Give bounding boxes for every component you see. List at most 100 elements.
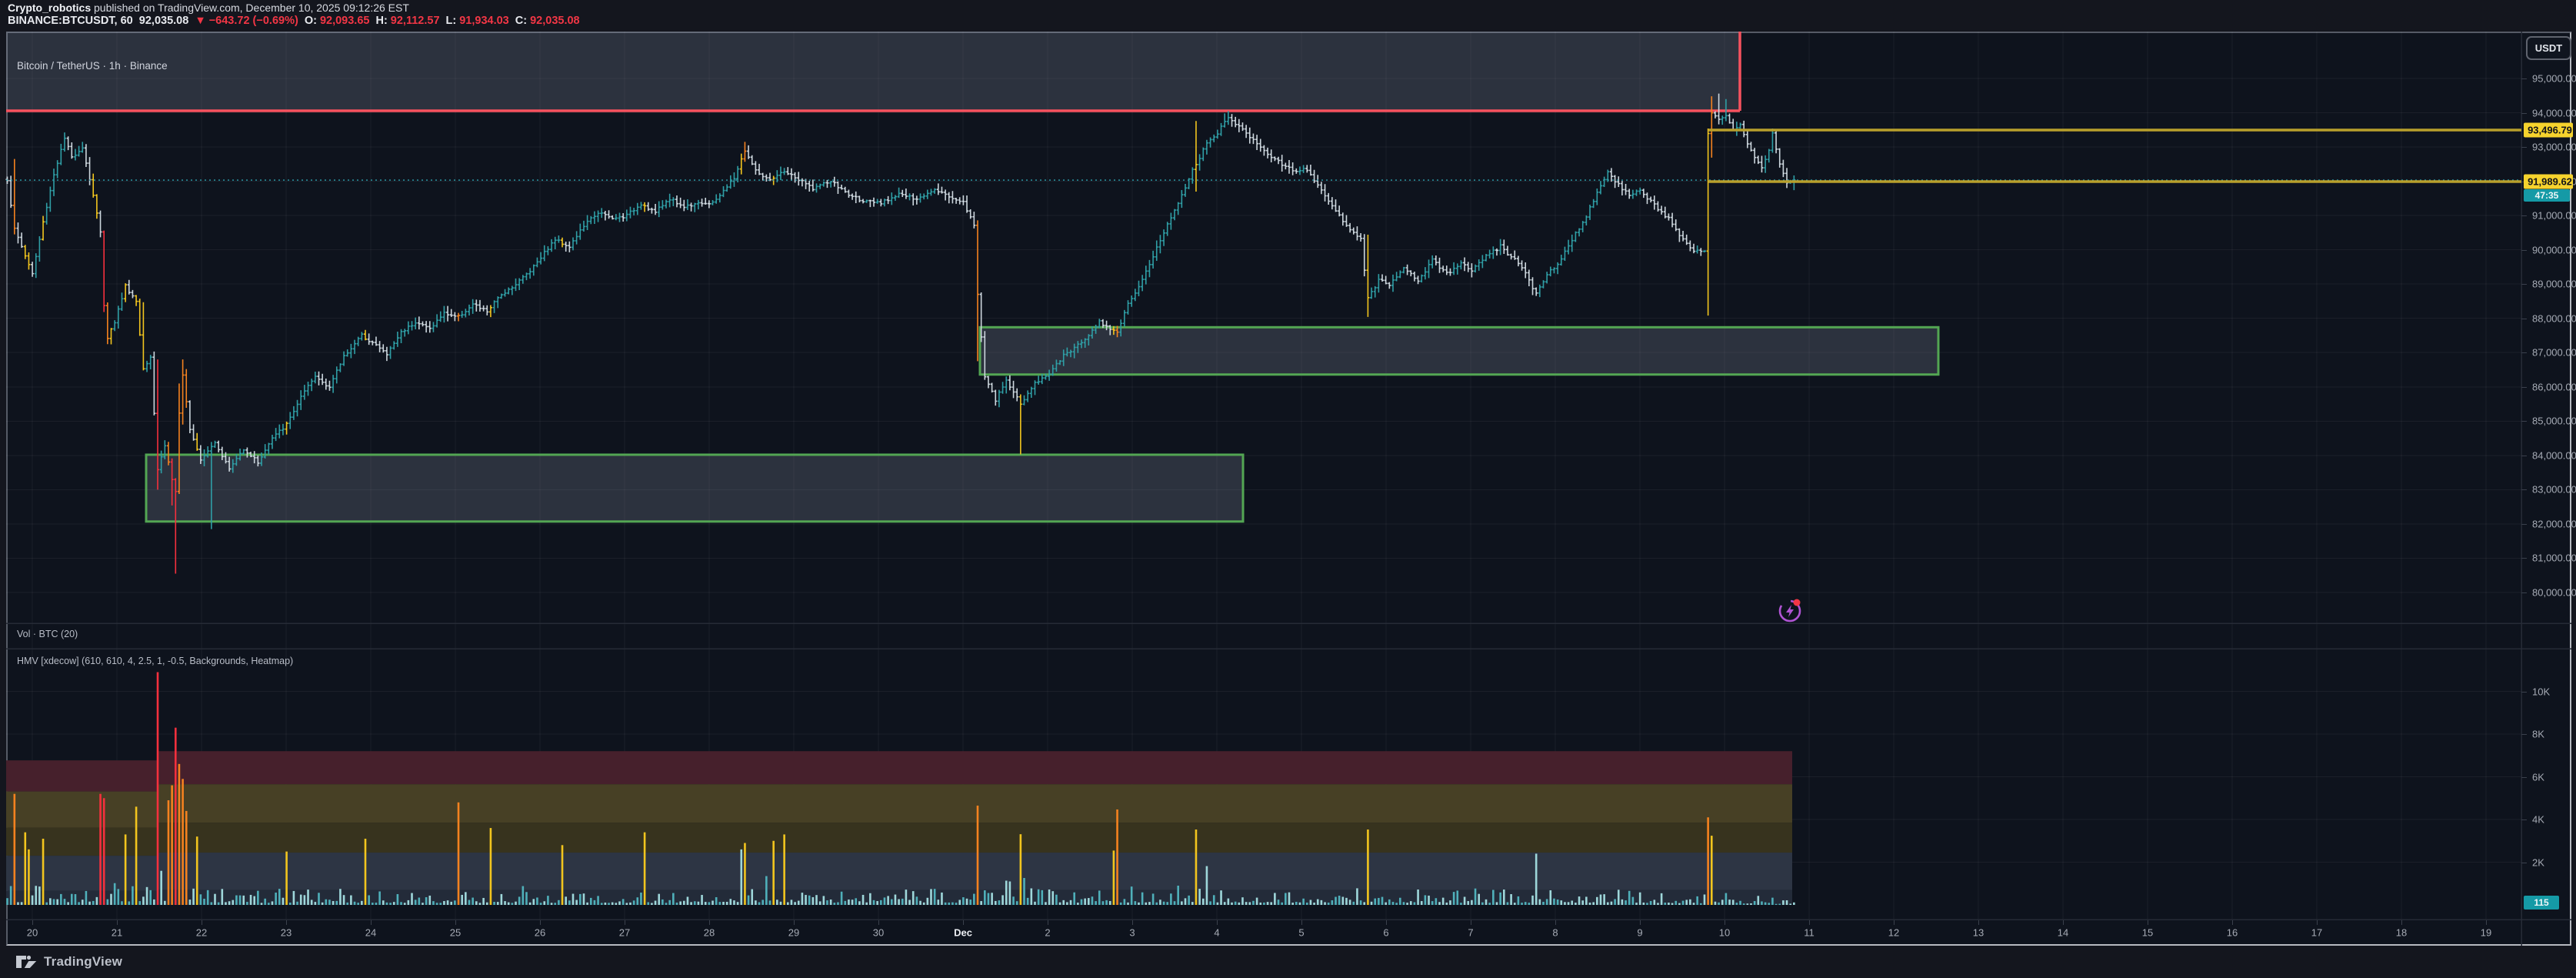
last-price: 92,035.08 bbox=[138, 15, 189, 27]
price-tick-mark bbox=[2521, 421, 2527, 422]
price-tick-label: 80,000.00 bbox=[2532, 586, 2576, 599]
hmv-last-value-label: 115 bbox=[2524, 895, 2559, 910]
time-tick-label: 21 bbox=[111, 926, 123, 939]
high-value: 92,112.57 bbox=[390, 15, 440, 27]
price-tick-label: 86,000.00 bbox=[2532, 381, 2576, 393]
price-tick-mark bbox=[2521, 112, 2527, 114]
low-value: 91,934.03 bbox=[459, 15, 509, 27]
time-tick-mark bbox=[1809, 920, 1810, 925]
flash-alert-icon[interactable] bbox=[1778, 599, 1801, 623]
time-tick-mark bbox=[1555, 920, 1556, 925]
time-tick-label: 13 bbox=[1972, 926, 1984, 939]
time-tick-mark bbox=[1386, 920, 1387, 925]
currency-toggle-button[interactable]: USDT bbox=[2526, 36, 2571, 60]
time-tick-label: 16 bbox=[2226, 926, 2238, 939]
time-tick-mark bbox=[117, 920, 118, 925]
hmv-tick-mark bbox=[2521, 819, 2527, 820]
time-tick-label: 29 bbox=[788, 926, 800, 939]
time-tick-label: 26 bbox=[534, 926, 546, 939]
author-name: Crypto_robotics bbox=[8, 2, 92, 14]
price-tick-mark bbox=[2521, 78, 2527, 79]
time-tick-label: 7 bbox=[1468, 926, 1474, 939]
time-tick-mark bbox=[709, 920, 710, 925]
level-lines bbox=[6, 129, 2521, 183]
low-label: L: bbox=[445, 15, 457, 27]
pane-separators bbox=[6, 32, 2571, 946]
tradingview-logo-icon[interactable] bbox=[15, 954, 38, 970]
time-tick-mark bbox=[455, 920, 456, 925]
price-level-label-1: 93,496.79 bbox=[2524, 122, 2573, 138]
price-tick-label: 88,000.00 bbox=[2532, 312, 2576, 325]
green-demand-zone-box-1 bbox=[145, 453, 1245, 523]
hmv-tick-mark bbox=[2521, 776, 2527, 778]
price-tick-label: 93,000.00 bbox=[2532, 141, 2576, 153]
time-tick-mark bbox=[1217, 920, 1218, 925]
symbol-name: BINANCE:BTCUSDT, 60 bbox=[8, 15, 133, 27]
price-tick-label: 87,000.00 bbox=[2532, 346, 2576, 359]
time-tick-label: 5 bbox=[1298, 926, 1305, 939]
time-tick-mark bbox=[286, 920, 287, 925]
hmv-tick-label: 6K bbox=[2532, 771, 2544, 783]
price-tick-label: 85,000.00 bbox=[2532, 415, 2576, 427]
close-label: C: bbox=[515, 15, 528, 27]
time-tick-label: 8 bbox=[1552, 926, 1558, 939]
price-tick-mark bbox=[2521, 352, 2527, 354]
main-series-legend[interactable]: Bitcoin / TetherUS · 1h · Binance bbox=[17, 60, 168, 72]
time-tick-label: 30 bbox=[872, 926, 885, 939]
volume-bars bbox=[6, 672, 1795, 905]
time-tick-label: 19 bbox=[2480, 926, 2492, 939]
price-tick-mark bbox=[2521, 284, 2527, 285]
time-tick-mark bbox=[32, 920, 33, 925]
hmv-tick-label: 10K bbox=[2532, 686, 2551, 697]
publish-info: published on TradingView.com, December 1… bbox=[91, 2, 409, 14]
price-tick-label: 95,000.00 bbox=[2532, 72, 2576, 85]
price-tick-mark bbox=[2521, 249, 2527, 251]
time-tick-label: Dec bbox=[954, 926, 972, 939]
price-tick-label: 89,000.00 bbox=[2532, 278, 2576, 290]
zone-boxes bbox=[6, 32, 1940, 523]
time-tick-mark bbox=[963, 920, 964, 925]
snapshot-header: Crypto_robotics published on TradingView… bbox=[8, 2, 583, 28]
time-tick-label: 27 bbox=[618, 926, 631, 939]
high-label: H: bbox=[375, 15, 388, 27]
time-tick-label: 22 bbox=[195, 926, 208, 939]
time-tick-mark bbox=[2486, 920, 2487, 925]
time-tick-label: 25 bbox=[449, 926, 462, 939]
time-tick-label: 24 bbox=[365, 926, 377, 939]
volume-indicator-legend[interactable]: Vol · BTC (20) bbox=[17, 629, 78, 639]
price-tick-label: 82,000.00 bbox=[2532, 518, 2576, 530]
tradingview-brand-text[interactable]: TradingView bbox=[44, 954, 123, 969]
time-tick-label: 14 bbox=[2057, 926, 2069, 939]
time-tick-label: 2 bbox=[1045, 926, 1051, 939]
red-supply-zone-box bbox=[6, 32, 1741, 112]
bar-countdown-label: 47:35 bbox=[2524, 189, 2570, 202]
time-tick-label: 9 bbox=[1637, 926, 1643, 939]
time-tick-mark bbox=[794, 920, 795, 925]
green-demand-zone-box-2 bbox=[978, 325, 1940, 376]
price-tick-mark bbox=[2521, 147, 2527, 149]
hmv-indicator-legend[interactable]: HMV [xdecow] (610, 610, 4, 2.5, 1, -0.5,… bbox=[17, 656, 294, 666]
price-tick-mark bbox=[2521, 558, 2527, 559]
footer: TradingView bbox=[15, 954, 122, 970]
price-tick-label: 84,000.00 bbox=[2532, 449, 2576, 462]
price-tick-mark bbox=[2521, 592, 2527, 593]
hmv-tick-label: 8K bbox=[2532, 728, 2544, 740]
time-tick-label: 15 bbox=[2141, 926, 2154, 939]
price-tick-mark bbox=[2521, 489, 2527, 491]
time-tick-mark bbox=[540, 920, 541, 925]
time-tick-label: 11 bbox=[1804, 926, 1815, 939]
hmv-heatmap-bands bbox=[6, 751, 1792, 905]
close-value: 92,035.08 bbox=[530, 15, 580, 27]
price-tick-mark bbox=[2521, 386, 2527, 388]
price-tick-label: 90,000.00 bbox=[2532, 244, 2576, 256]
hmv-tick-mark bbox=[2521, 691, 2527, 693]
symbol-ohlc-line: BINANCE:BTCUSDT, 60 92,035.08 ▼ −643.72 … bbox=[8, 15, 583, 28]
price-tick-label: 94,000.00 bbox=[2532, 107, 2576, 119]
price-tick-label: 83,000.00 bbox=[2532, 483, 2576, 496]
time-tick-label: 3 bbox=[1129, 926, 1135, 939]
time-tick-mark bbox=[1894, 920, 1895, 925]
time-tick-label: 28 bbox=[703, 926, 715, 939]
time-tick-mark bbox=[878, 920, 879, 925]
